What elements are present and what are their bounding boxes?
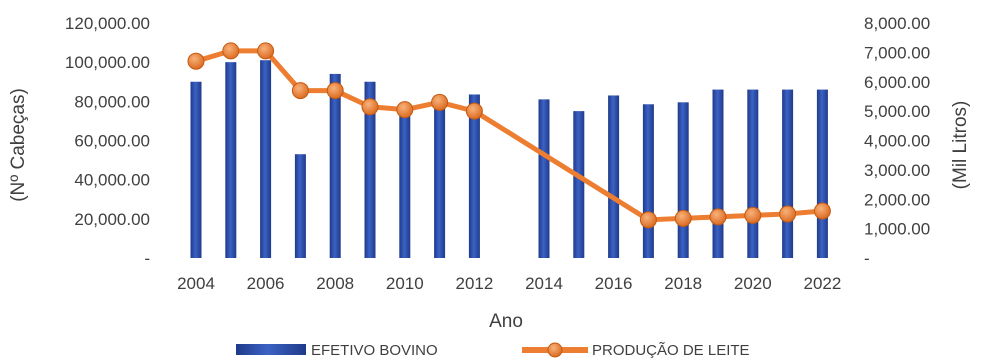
legend-swatch-marker [547, 342, 563, 358]
line-series-producao-de-leite [187, 42, 831, 229]
y-left-tick-label: 80,000.00 [74, 92, 150, 111]
line-point-2009 [361, 98, 379, 116]
bar-2015 [573, 111, 585, 258]
legend-item-efetivo-bovino: EFETIVO BOVINO [236, 342, 438, 359]
bar-2020 [747, 89, 759, 258]
y-right-tick-label: 1,000.00 [864, 220, 930, 239]
x-tick-label: 2006 [247, 274, 285, 293]
bar-2014 [538, 99, 550, 258]
legend: EFETIVO BOVINO PRODUÇÃO DE LEITE [236, 342, 750, 359]
x-tick-label: 2018 [664, 274, 702, 293]
bar-2019 [712, 89, 724, 258]
x-tick-label: 2012 [455, 274, 493, 293]
x-tick-label: 2010 [386, 274, 424, 293]
bar-2016 [608, 95, 620, 258]
x-tick-label: 2008 [316, 274, 354, 293]
y-right-tick-label: 8,000.00 [864, 14, 930, 33]
legend-item-producao-de-leite: PRODUÇÃO DE LEITE [522, 342, 750, 359]
legend-label-producao-de-leite: PRODUÇÃO DE LEITE [592, 342, 750, 359]
x-axis-title: Ano [489, 311, 523, 332]
y-left-tick-label: 60,000.00 [74, 132, 150, 151]
y-right-tick-label: 7,000.00 [864, 43, 930, 62]
x-tick-label: 2022 [803, 274, 841, 293]
line-point-2011 [431, 93, 449, 111]
line-point-2010 [396, 101, 414, 119]
bar-2009 [364, 81, 376, 258]
bar-2011 [434, 95, 446, 258]
y-right-tick-label: 2,000.00 [864, 190, 930, 209]
line-point-2007 [291, 82, 309, 100]
y-left-tick-label: 40,000.00 [74, 171, 150, 190]
legend-label-efetivo-bovino: EFETIVO BOVINO [311, 342, 438, 359]
bar-2010 [399, 107, 411, 258]
y-right-tick-label: 6,000.00 [864, 73, 930, 92]
bar-2005 [225, 62, 237, 258]
y-left-tick-label: 100,000.00 [65, 53, 150, 72]
bar-2004 [190, 81, 202, 258]
line-point-2004 [187, 52, 205, 70]
y-right-tick-label: 4,000.00 [864, 132, 930, 151]
y-left-tick-label: - [144, 249, 150, 268]
line-point-2017 [639, 211, 657, 229]
bar-series-efetivo-bovino [190, 60, 828, 259]
line-point-2006 [257, 42, 275, 60]
line-point-2012 [465, 102, 483, 120]
y-right-tick-label: 5,000.00 [864, 102, 930, 121]
line-path [193, 48, 825, 223]
bar-2012 [468, 94, 480, 259]
y-left-tick-labels: - 20,000.00 40,000.00 60,000.00 80,000.00 100… [65, 14, 150, 268]
x-tick-labels: 2004 2006 2008 2010 2012 2014 2016 2018 2020 2022 [177, 274, 841, 293]
bar-2022 [816, 89, 828, 258]
bar-2018 [677, 102, 689, 258]
bar-2006 [260, 60, 272, 259]
x-tick-label: 2014 [525, 274, 563, 293]
y-left-tick-label: 120,000.00 [65, 14, 150, 33]
bar-2017 [642, 104, 654, 258]
line-point-2022 [813, 202, 831, 220]
y-right-tick-labels: - 1,000.00 2,000.00 3,000.00 4,000.00 5,000.0… [864, 14, 930, 268]
x-tick-label: 2016 [595, 274, 633, 293]
legend-swatch-bar [236, 344, 306, 355]
line-point-2008 [326, 82, 344, 100]
bar-2007 [294, 154, 306, 258]
line-point-2005 [222, 42, 240, 60]
y-right-tick-label: - [864, 249, 870, 268]
y-left-axis-title: (Nº Cabeças) [8, 88, 29, 202]
y-left-tick-label: 20,000.00 [74, 210, 150, 229]
line-point-2020 [744, 206, 762, 224]
y-right-axis-title: (Mil Litros) [950, 101, 971, 190]
y-right-tick-label: 3,000.00 [864, 161, 930, 180]
line-point-2018 [674, 209, 692, 227]
line-point-2019 [709, 208, 727, 226]
bar-2008 [329, 73, 341, 259]
bar-2021 [782, 89, 794, 258]
x-tick-label: 2020 [734, 274, 772, 293]
line-point-2021 [779, 205, 797, 223]
x-tick-label: 2004 [177, 274, 215, 293]
